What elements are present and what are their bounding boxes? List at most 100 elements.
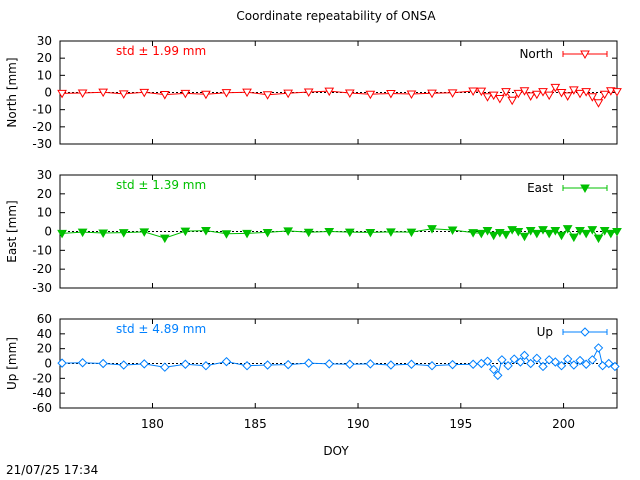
data-point bbox=[242, 229, 252, 239]
data-point bbox=[365, 90, 376, 100]
data-point bbox=[531, 229, 542, 239]
y-tick-label: -40 bbox=[32, 386, 52, 400]
data-point bbox=[476, 229, 487, 239]
data-point bbox=[447, 359, 458, 370]
data-point bbox=[494, 95, 505, 104]
data-point bbox=[509, 354, 519, 364]
data-point bbox=[386, 360, 396, 370]
chart-title: Coordinate repeatability of ONSA bbox=[236, 9, 436, 23]
data-point bbox=[98, 229, 109, 239]
data-point bbox=[501, 230, 511, 240]
x-tick-label: 195 bbox=[449, 417, 472, 431]
y-tick-label: 0 bbox=[44, 225, 52, 239]
data-point bbox=[497, 355, 507, 365]
timestamp: 21/07/25 17:34 bbox=[6, 463, 98, 477]
legend-label: Up bbox=[537, 325, 553, 339]
data-point bbox=[159, 91, 170, 100]
y-tick-label: -20 bbox=[32, 371, 52, 385]
data-point bbox=[605, 229, 616, 239]
data-point bbox=[221, 356, 232, 367]
y-tick-label: 10 bbox=[37, 206, 52, 220]
y-tick-label: 0 bbox=[44, 86, 52, 100]
data-point bbox=[365, 228, 376, 238]
std-label: std ± 1.99 mm bbox=[116, 44, 206, 58]
data-point bbox=[513, 89, 524, 99]
data-point bbox=[562, 225, 573, 234]
data-point bbox=[550, 357, 561, 367]
y-tick-label: -20 bbox=[32, 262, 52, 276]
y-tick-label: 10 bbox=[37, 68, 52, 82]
data-point bbox=[221, 230, 232, 239]
data-point bbox=[201, 227, 211, 236]
legend-label: East bbox=[527, 181, 553, 195]
data-point bbox=[139, 228, 150, 237]
data-point bbox=[427, 225, 437, 234]
data-point bbox=[568, 233, 579, 243]
legend-marker bbox=[580, 50, 590, 60]
data-point bbox=[610, 361, 620, 372]
data-point bbox=[119, 360, 129, 370]
data-point bbox=[303, 228, 314, 238]
data-point bbox=[604, 358, 614, 369]
data-point bbox=[556, 361, 567, 371]
x-tick-label: 180 bbox=[141, 417, 164, 431]
data-point bbox=[599, 90, 610, 100]
data-point bbox=[581, 229, 592, 239]
data-point bbox=[303, 88, 314, 97]
data-point bbox=[556, 231, 567, 241]
data-point bbox=[468, 359, 478, 369]
data-point bbox=[525, 92, 536, 101]
y-tick-label: 20 bbox=[37, 187, 52, 201]
y-axis-label: North [mm] bbox=[5, 57, 19, 127]
data-point bbox=[262, 91, 273, 100]
data-point bbox=[98, 88, 109, 98]
data-point bbox=[57, 89, 67, 99]
y-tick-label: 20 bbox=[37, 51, 52, 65]
x-tick-label: 200 bbox=[552, 417, 575, 431]
data-point bbox=[488, 231, 499, 241]
y-tick-label: 30 bbox=[37, 168, 52, 182]
data-point bbox=[562, 92, 573, 101]
data-point bbox=[468, 87, 478, 96]
data-point bbox=[180, 227, 191, 237]
data-point bbox=[180, 89, 191, 99]
data-point bbox=[262, 360, 273, 370]
data-point bbox=[242, 88, 252, 98]
data-point bbox=[612, 88, 622, 97]
data-point bbox=[427, 361, 437, 371]
data-point bbox=[503, 361, 513, 371]
x-tick-label: 190 bbox=[347, 417, 370, 431]
data-point bbox=[501, 88, 511, 97]
y-tick-label: -20 bbox=[32, 120, 52, 134]
panels: -30 -20 -10 0 10 20 30 North [mm] std ± 1.99 mm N… bbox=[5, 34, 622, 431]
y-tick-label: 60 bbox=[37, 312, 52, 326]
y-axis-label: Up [mm] bbox=[5, 337, 19, 390]
data-point bbox=[180, 359, 191, 369]
data-point bbox=[344, 228, 355, 238]
data-point bbox=[519, 232, 530, 242]
legend-marker bbox=[580, 184, 590, 194]
data-point bbox=[507, 96, 518, 106]
data-point bbox=[345, 359, 355, 369]
data-point bbox=[612, 228, 622, 237]
data-point bbox=[532, 353, 542, 364]
data-point bbox=[519, 350, 530, 361]
data-point bbox=[386, 90, 396, 99]
data-point bbox=[581, 359, 591, 369]
y-tick-label: -10 bbox=[32, 243, 52, 257]
data-point bbox=[605, 87, 616, 96]
data-point bbox=[406, 359, 417, 369]
data-point bbox=[283, 359, 293, 370]
data-point bbox=[118, 229, 129, 238]
data-point bbox=[482, 227, 493, 236]
data-point bbox=[365, 359, 376, 369]
y-tick-label: -30 bbox=[32, 137, 52, 151]
data-point bbox=[531, 90, 542, 100]
data-point bbox=[562, 354, 573, 364]
data-point bbox=[201, 90, 211, 100]
data-point bbox=[493, 370, 503, 381]
data-point bbox=[159, 234, 170, 244]
data-point bbox=[77, 358, 88, 368]
data-point bbox=[519, 87, 530, 96]
